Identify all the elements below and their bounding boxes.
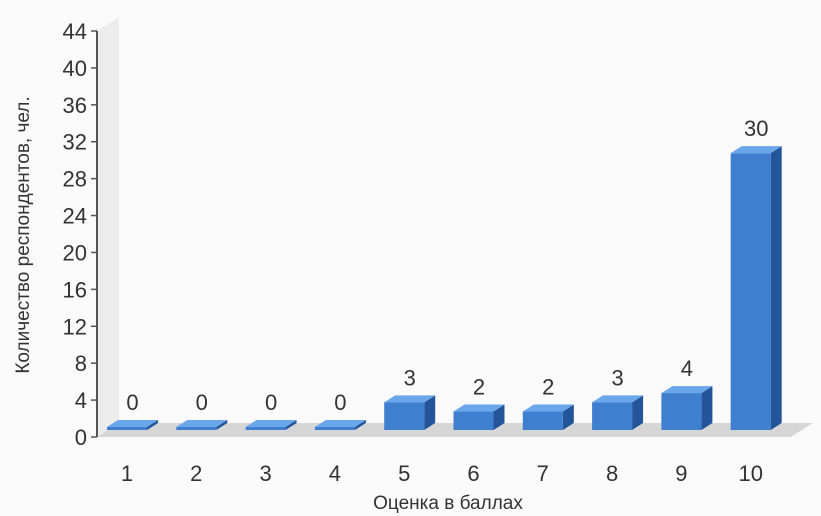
x-tick-label: 5 <box>398 461 410 486</box>
bar-front-face <box>453 411 494 430</box>
bar <box>730 146 782 430</box>
data-label: 4 <box>681 356 693 381</box>
x-tick-label: 1 <box>121 461 133 486</box>
bar-side-face <box>354 420 366 430</box>
bar-side-face <box>493 404 505 430</box>
y-tick-label: 36 <box>63 93 87 118</box>
bar-side-face <box>701 386 713 430</box>
bar-front-face <box>522 411 563 430</box>
bar-front-face <box>592 402 633 430</box>
x-tick-label: 7 <box>537 461 549 486</box>
bar-front-face <box>384 402 425 430</box>
x-tick-label: 4 <box>329 461 341 486</box>
bar <box>453 404 505 430</box>
bar-front-face <box>107 427 147 430</box>
bar-front-face <box>176 427 217 430</box>
bar <box>522 404 574 430</box>
bar-top-face <box>522 404 574 412</box>
x-tick-label: 6 <box>467 461 479 486</box>
y-tick-label: 16 <box>63 277 87 302</box>
x-tick-label: 9 <box>675 461 687 486</box>
bar <box>314 420 366 430</box>
bar-side-face <box>770 146 782 430</box>
bar <box>661 386 713 430</box>
bars <box>107 146 782 430</box>
bar-side-face <box>285 420 297 430</box>
y-axis-ticks: 0 4 8 12 16 20 24 28 32 36 40 44 <box>63 19 97 450</box>
y-tick-label: 40 <box>63 56 87 81</box>
y-tick-label: 32 <box>63 130 87 155</box>
x-tick-label: 10 <box>738 461 762 486</box>
y-tick-label: 24 <box>63 204 87 229</box>
bar <box>384 395 436 430</box>
y-tick-label: 20 <box>63 240 87 265</box>
bar-side-face <box>147 420 158 430</box>
bar-front-face <box>245 427 286 430</box>
bar <box>592 395 644 430</box>
data-label: 0 <box>334 390 346 415</box>
data-label: 0 <box>126 390 138 415</box>
bar-top-face <box>384 395 436 403</box>
bar-top-face <box>314 420 366 427</box>
bar-front-face <box>661 393 702 430</box>
x-tick-label: 8 <box>606 461 618 486</box>
bar-top-face <box>176 420 228 427</box>
y-tick-label: 8 <box>75 351 87 376</box>
y-tick-label: 28 <box>63 167 87 192</box>
data-label: 2 <box>473 375 485 400</box>
y-tick-label: 44 <box>63 19 87 44</box>
x-axis-labels: 1 2 3 4 5 6 7 8 9 10 <box>121 461 763 486</box>
bar-top-face <box>245 420 297 427</box>
x-tick-label: 2 <box>190 461 202 486</box>
bar-side-face <box>216 420 228 430</box>
y-tick-label: 12 <box>63 314 87 339</box>
data-label: 0 <box>196 390 208 415</box>
y-tick-label: 0 <box>75 425 87 450</box>
bar-top-face <box>592 395 644 403</box>
bar <box>245 420 297 430</box>
bar-front-face <box>730 153 771 430</box>
data-label: 0 <box>265 390 277 415</box>
bar-side-face <box>424 395 436 430</box>
bar-top-face <box>107 420 158 427</box>
bar-top-face <box>661 386 713 394</box>
y-tick-label: 4 <box>75 388 87 413</box>
bar-side-face <box>632 395 644 430</box>
data-labels: 0 0 0 0 3 2 2 3 4 30 <box>126 116 768 415</box>
data-label: 30 <box>744 116 768 141</box>
bar-front-face <box>314 427 355 430</box>
bar <box>176 420 228 430</box>
data-label: 3 <box>404 365 416 390</box>
data-label: 2 <box>542 375 554 400</box>
data-label: 3 <box>611 365 623 390</box>
bar-top-face <box>453 404 505 412</box>
bar <box>107 420 158 430</box>
chart-back-wall <box>97 17 119 437</box>
x-tick-label: 3 <box>259 461 271 486</box>
x-axis-title: Оценка в баллах <box>373 493 523 514</box>
y-axis-title: Количество респондентов, чел. <box>13 96 34 373</box>
bar-top-face <box>730 146 782 154</box>
bar-side-face <box>562 404 574 430</box>
